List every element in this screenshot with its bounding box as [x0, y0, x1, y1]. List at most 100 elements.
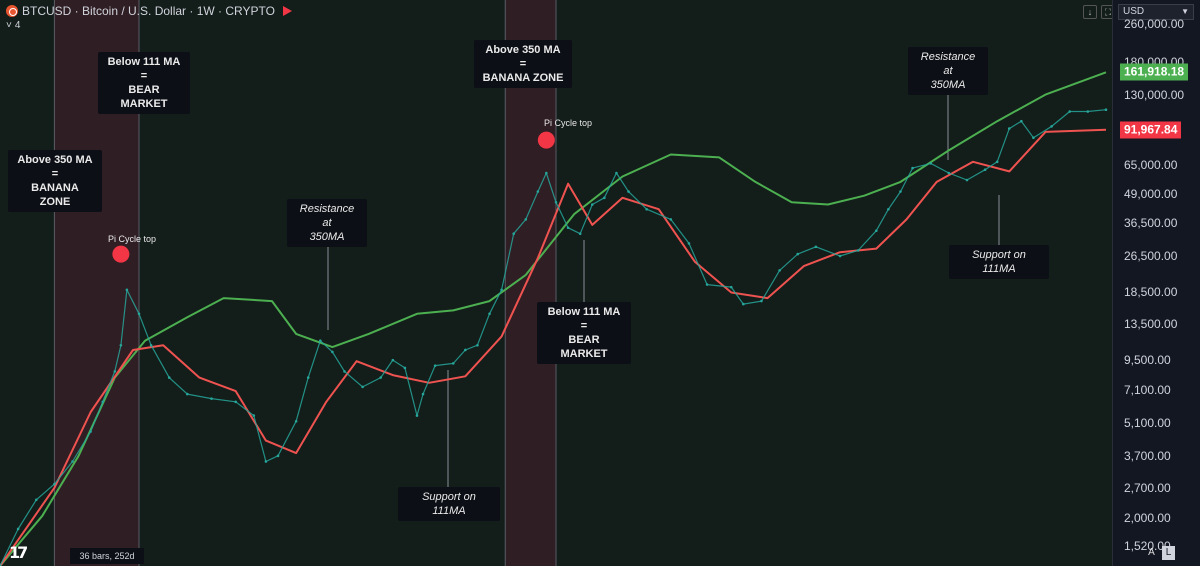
- price-point: [1050, 125, 1053, 128]
- price-point: [403, 366, 407, 370]
- pi-cycle-top-dot: [537, 131, 555, 149]
- annotation-support-1: Support on 111MA: [398, 487, 500, 521]
- price-point: [603, 196, 606, 200]
- y-tick-label: 7,100.00: [1124, 382, 1171, 397]
- price-point: [524, 218, 528, 221]
- annotation-bear-market-1: Below 111 MA = BEAR MARKET: [98, 52, 190, 114]
- price-point: [464, 348, 467, 352]
- chevron-down-icon: ˅: [6, 20, 12, 31]
- pi-cycle-top-dot: [112, 245, 130, 263]
- flag-icon[interactable]: [282, 6, 292, 16]
- y-tick-label: 9,500.00: [1124, 353, 1171, 368]
- price-point: [760, 299, 763, 303]
- y-tick-label: 49,000.00: [1124, 186, 1178, 201]
- y-tick-label: 36,500.00: [1124, 216, 1178, 231]
- price-point: [294, 419, 298, 423]
- y-tick-label: 18,500.00: [1124, 285, 1178, 300]
- price-point: [234, 400, 237, 404]
- price-point: [16, 527, 20, 531]
- price-point: [705, 283, 709, 286]
- pi-cycle-label-1: Pi Cycle top: [108, 234, 157, 244]
- y-tick-label: 130,000.00: [1124, 87, 1185, 102]
- series-layer: [0, 71, 1108, 566]
- price-point: [796, 252, 800, 256]
- price-point: [729, 285, 733, 289]
- price-point: [451, 362, 455, 365]
- price-point: [838, 254, 842, 258]
- price-point: [71, 460, 74, 463]
- price-point: [545, 171, 548, 175]
- price-point: [433, 364, 437, 367]
- y-tick-label: 3,700.00: [1124, 448, 1171, 463]
- price-point: [512, 232, 515, 236]
- guide-lines: [327, 77, 1000, 487]
- price-point: [476, 343, 479, 347]
- chart-header[interactable]: BTCUSD · Bitcoin / U.S. Dollar · 1W · CR…: [6, 4, 292, 18]
- auto-scale-button[interactable]: A: [1148, 547, 1155, 558]
- price-point: [856, 249, 860, 252]
- price-point: [264, 460, 268, 463]
- bars-range-info: 36 bars, 252d: [70, 548, 144, 564]
- price-point: [488, 312, 491, 316]
- y-tick-label: 2,000.00: [1124, 511, 1171, 526]
- price-point: [53, 482, 56, 486]
- price-point: [875, 229, 878, 232]
- price-point: [119, 343, 123, 347]
- price-point: [965, 178, 969, 182]
- price-point: [1032, 136, 1035, 139]
- download-icon[interactable]: ↓: [1083, 5, 1097, 19]
- price-point: [590, 203, 594, 206]
- price-point: [319, 339, 322, 343]
- price-point: [391, 358, 395, 362]
- price-point: [34, 498, 38, 502]
- price-point: [1104, 108, 1108, 111]
- y-tick-label: 5,100.00: [1124, 416, 1171, 431]
- price-point: [814, 245, 818, 249]
- y-tick-label: 26,500.00: [1124, 248, 1178, 263]
- price-point: [343, 370, 346, 373]
- price-point: [1068, 110, 1071, 113]
- price-axis[interactable]: [1112, 0, 1200, 566]
- price-tag: 161,918.18: [1120, 63, 1189, 81]
- price-point: [149, 343, 153, 347]
- price-point: [983, 168, 987, 172]
- price-point: [887, 207, 890, 211]
- price-point: [627, 190, 630, 193]
- price-point: [687, 242, 691, 245]
- y-tick-label: 260,000.00: [1124, 17, 1185, 32]
- price-point: [137, 312, 141, 316]
- currency-select[interactable]: USD ▼: [1118, 4, 1194, 20]
- y-tick-label: 13,500.00: [1124, 317, 1178, 332]
- price-point: [415, 414, 419, 417]
- symbol-title[interactable]: BTCUSD · Bitcoin / U.S. Dollar · 1W · CR…: [22, 4, 275, 18]
- indicator-count: 4: [14, 20, 21, 31]
- pi-cycle-label-2: Pi Cycle top: [544, 118, 593, 128]
- annotation-banana-zone-2: Above 350 MA = BANANA ZONE: [474, 40, 572, 88]
- series-ma-350: [0, 71, 1107, 566]
- indicator-collapse-toggle[interactable]: ˅ 4: [6, 20, 20, 31]
- annotation-support-2: Support on 111MA: [949, 245, 1049, 279]
- y-tick-label: 65,000.00: [1124, 157, 1178, 172]
- price-point: [113, 370, 117, 373]
- price-point: [276, 454, 280, 458]
- price-point: [899, 190, 902, 193]
- price-point: [1007, 127, 1011, 130]
- price-point: [252, 414, 256, 417]
- price-point: [500, 288, 503, 292]
- price-point: [995, 160, 999, 164]
- tradingview-logo: 17: [9, 543, 28, 562]
- price-point: [421, 392, 425, 396]
- pi-dots-layer: [112, 131, 555, 263]
- price-point: [1020, 119, 1023, 123]
- price-point: [669, 218, 673, 221]
- annotation-resistance-1: Resistance at 350MA: [287, 199, 367, 247]
- price-point: [566, 226, 570, 230]
- log-scale-button[interactable]: L: [1162, 546, 1175, 560]
- y-tick-label: 2,700.00: [1124, 480, 1171, 495]
- price-point: [1086, 110, 1090, 113]
- price-point: [306, 376, 310, 379]
- price-point: [911, 166, 914, 170]
- price-point: [947, 171, 951, 175]
- price-point: [379, 376, 383, 379]
- price-point: [331, 350, 334, 354]
